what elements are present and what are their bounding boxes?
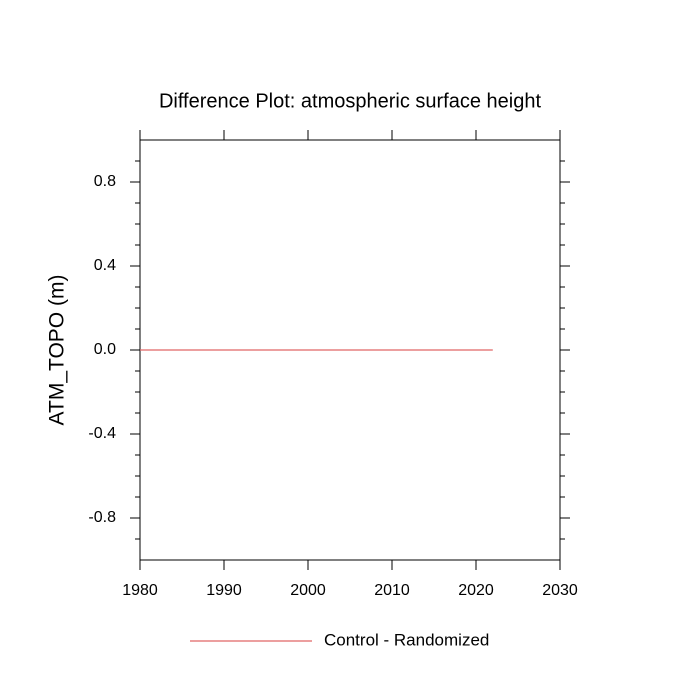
- x-tick-label: 1990: [206, 582, 242, 599]
- x-tick-label: 2020: [458, 582, 494, 599]
- x-tick-label: 2010: [374, 582, 410, 599]
- legend-label: Control - Randomized: [324, 630, 489, 649]
- x-tick-label: 2030: [542, 582, 578, 599]
- y-tick-label: -0.8: [88, 509, 116, 526]
- y-tick-label: 0.4: [94, 257, 116, 274]
- chart-title: Difference Plot: atmospheric surface hei…: [159, 90, 541, 112]
- x-tick-label: 2000: [290, 582, 326, 599]
- y-tick-label: -0.4: [88, 425, 116, 442]
- x-tick-label: 1980: [122, 582, 158, 599]
- y-tick-label: 0.0: [94, 341, 116, 358]
- y-tick-label: 0.8: [94, 173, 116, 190]
- y-axis-label: ATM_TOPO (m): [46, 275, 69, 426]
